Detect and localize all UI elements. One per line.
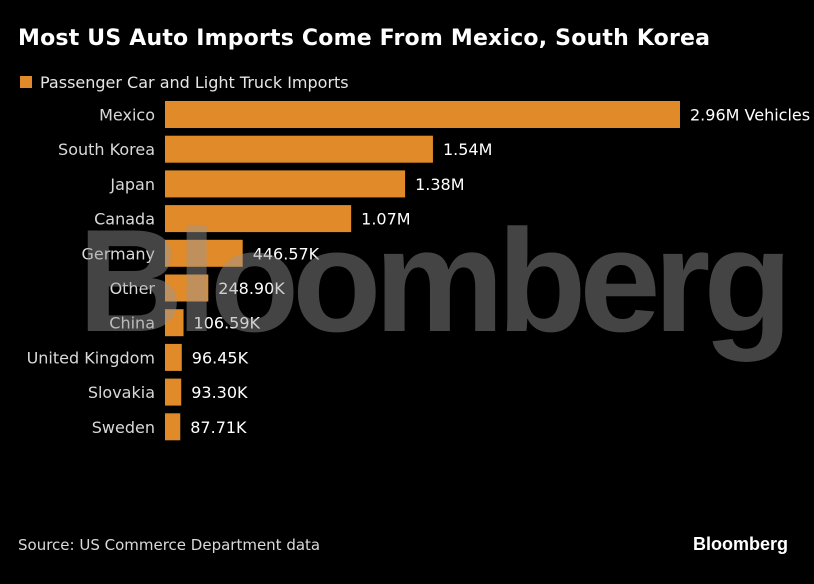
bloomberg-logo: Bloomberg — [692, 534, 788, 554]
value-label: 446.57K — [253, 244, 320, 263]
source-note: Source: US Commerce Department data — [18, 536, 321, 554]
legend: Passenger Car and Light Truck Imports — [20, 70, 349, 94]
value-label: 106.59K — [194, 314, 261, 333]
value-label: 1.07M — [361, 210, 410, 229]
chart-title: Most US Auto Imports Come From Mexico, S… — [18, 26, 711, 51]
watermark-logo: Bloomberg — [78, 199, 793, 362]
bar-japan — [165, 170, 406, 198]
category-label: Other — [110, 279, 156, 298]
value-label: 248.90K — [218, 279, 285, 298]
value-label: 1.54M — [443, 140, 492, 159]
category-label: Germany — [81, 244, 155, 263]
category-label: Slovakia — [88, 383, 155, 402]
bar-germany — [165, 239, 243, 267]
value-label: 1.38M — [415, 175, 464, 194]
bar-south-korea — [165, 135, 433, 163]
category-label: Mexico — [99, 106, 155, 125]
bar-united-kingdom — [165, 343, 182, 371]
bar-china — [165, 309, 184, 337]
value-label: 2.96M Vehicles — [690, 106, 810, 125]
value-label: 87.71K — [190, 418, 247, 437]
bar-mexico — [165, 101, 680, 128]
category-label: United Kingdom — [27, 348, 155, 367]
legend-swatch — [20, 76, 32, 88]
bar-sweden — [165, 413, 181, 441]
bar-canada — [165, 205, 352, 233]
value-label: 93.30K — [191, 383, 248, 402]
legend-label: Passenger Car and Light Truck Imports — [40, 72, 349, 92]
bar-slovakia — [165, 378, 182, 406]
bar-other — [165, 274, 209, 302]
category-label: Canada — [94, 210, 155, 229]
value-label: 96.45K — [192, 348, 249, 367]
category-label: Japan — [109, 175, 155, 194]
category-label: South Korea — [58, 140, 155, 159]
category-label: China — [109, 314, 155, 333]
category-label: Sweden — [92, 418, 155, 437]
